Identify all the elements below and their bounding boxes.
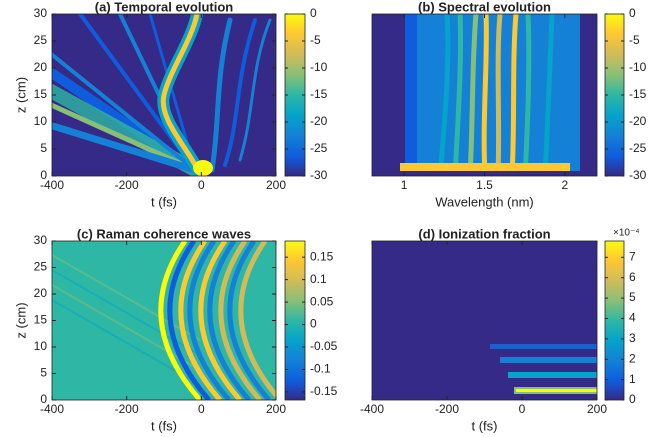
colorbar-tick-label: 0.15 [310, 249, 334, 263]
colorbar-tick-label: -25 [310, 141, 328, 155]
colorbar-tick-label: 0 [310, 317, 317, 331]
heatmap-a [52, 14, 276, 176]
x-tick-label: -400 [360, 402, 384, 416]
chart-title: (d) Ionization fraction [418, 226, 550, 241]
x-axis-label: t (fs) [151, 418, 177, 433]
x-tick-label: -200 [435, 402, 459, 416]
y-axis-label: z (cm) [13, 77, 28, 113]
colorbar-tick-label: -5 [310, 33, 321, 47]
y-tick-label: 25 [34, 260, 48, 274]
colorbar-tick-label: -0.05 [310, 339, 338, 353]
colorbar-tick-label: -20 [629, 114, 647, 128]
colorbar-tick-label: 0.05 [310, 294, 334, 308]
x-tick-label: 200 [266, 402, 286, 416]
y-tick-label: 20 [34, 286, 48, 300]
y-tick-label: 30 [34, 6, 48, 20]
x-tick-label: 2 [562, 178, 569, 192]
heatmap-c [52, 241, 276, 400]
y-tick-label: 5 [40, 366, 47, 380]
x-tick-label: 200 [266, 178, 286, 192]
chart-title: (a) Temporal evolution [95, 0, 233, 14]
y-tick-label: 0 [40, 168, 47, 182]
colorbar [604, 240, 625, 401]
y-tick-label: 25 [34, 33, 48, 47]
colorbar-tick-label: 1 [629, 372, 636, 386]
colorbar-tick-label: -30 [629, 168, 647, 182]
colorbar-tick-label: -10 [310, 60, 328, 74]
colorbar-tick-label: 5 [629, 290, 636, 304]
colorbar-tick-label: 3 [629, 331, 636, 345]
heatmap-b [372, 14, 597, 176]
x-tick-label: 0 [519, 402, 526, 416]
x-tick-label: -200 [115, 178, 139, 192]
x-axis-label: t (fs) [472, 418, 498, 433]
x-tick-label: 200 [587, 402, 607, 416]
colorbar-tick-label: 0 [310, 6, 317, 20]
colorbar-tick-label: 7 [629, 249, 636, 263]
y-tick-label: 20 [34, 60, 48, 74]
colorbar-tick-label: -15 [310, 87, 328, 101]
x-tick-label: -400 [40, 178, 64, 192]
x-axis-label: Wavelength (nm) [435, 194, 534, 209]
colorbar-exponent: ×10⁻⁴ [613, 228, 640, 239]
colorbar-tick-label: -20 [310, 114, 328, 128]
heatmap-d [372, 241, 597, 400]
x-tick-label: 0 [198, 402, 205, 416]
y-axis-label: z (cm) [13, 302, 28, 338]
x-tick-label: -400 [40, 402, 64, 416]
x-tick-label: 0 [198, 178, 205, 192]
x-axis-label: t (fs) [151, 194, 177, 209]
colorbar-tick-label: 0 [629, 6, 636, 20]
y-tick-label: 30 [34, 233, 48, 247]
y-tick-label: 5 [40, 141, 47, 155]
colorbar-tick-label: -0.15 [310, 384, 338, 398]
y-tick-label: 10 [34, 114, 48, 128]
y-tick-label: 10 [34, 339, 48, 353]
y-tick-label: 15 [34, 87, 48, 101]
colorbar-tick-label: 0.1 [310, 272, 327, 286]
chart-title: (b) Spectral evolution [418, 0, 551, 14]
y-tick-label: 0 [40, 392, 47, 406]
colorbar-tick-label: -5 [629, 33, 640, 47]
colorbar-tick-label: -30 [310, 168, 328, 182]
colorbar-tick-label: 4 [629, 311, 636, 325]
x-tick-label: 1 [401, 178, 408, 192]
x-tick-label: 1.5 [476, 178, 493, 192]
x-tick-label: -200 [115, 402, 139, 416]
colorbar [284, 240, 306, 401]
axes-box [371, 240, 598, 401]
colorbar-tick-label: 6 [629, 270, 636, 284]
y-tick-label: 15 [34, 313, 48, 327]
colorbar-tick-label: -10 [629, 60, 647, 74]
colorbar-tick-label: -0.1 [310, 362, 331, 376]
chart-title: (c) Raman coherence waves [77, 226, 251, 241]
colorbar-tick-label: 0 [629, 392, 636, 406]
colorbar-tick-label: -25 [629, 141, 647, 155]
colorbar-tick-label: 2 [629, 351, 636, 365]
colorbar-tick-label: -15 [629, 87, 647, 101]
